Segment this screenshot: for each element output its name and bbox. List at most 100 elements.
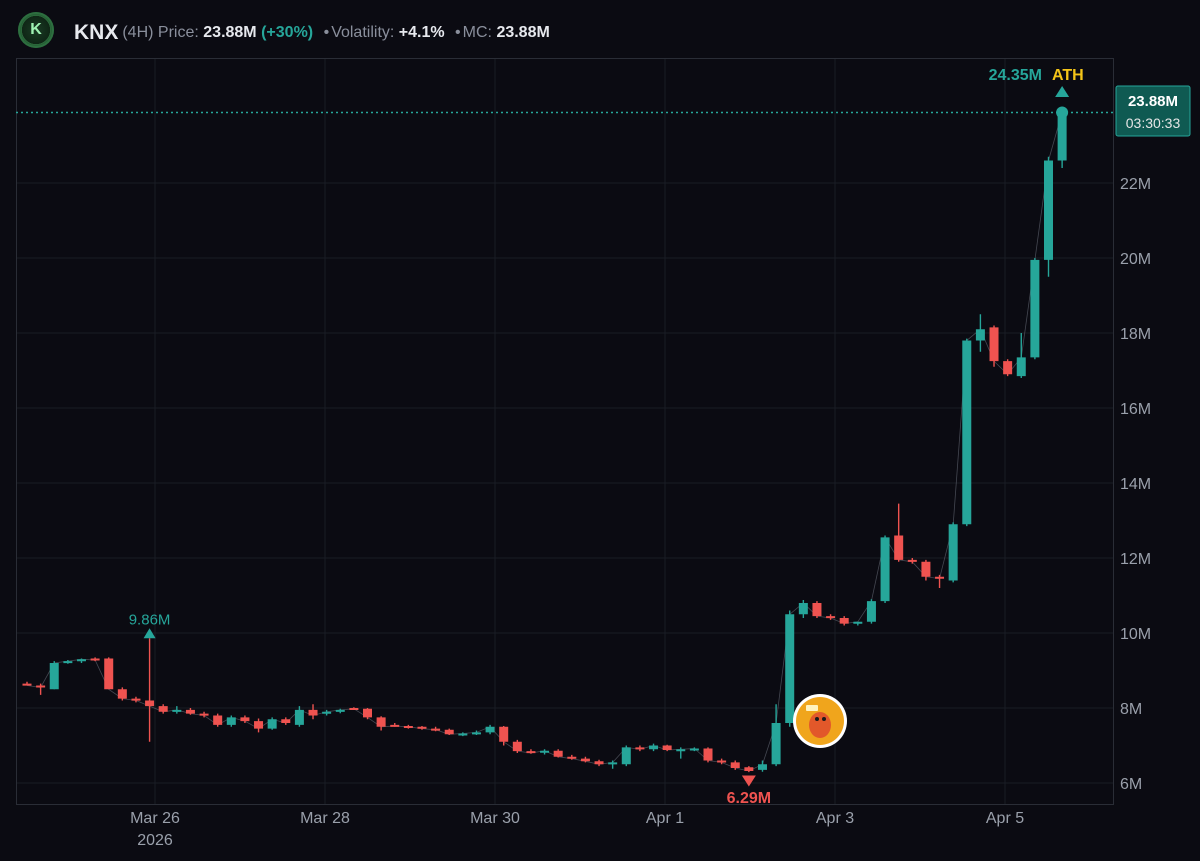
chart-grid: [16, 58, 1113, 804]
candle-body: [281, 719, 291, 723]
candle-body: [240, 717, 250, 722]
candle-body: [308, 709, 318, 716]
price-value: 23.88M: [203, 24, 257, 41]
ath-label: ATH: [1052, 67, 1084, 84]
candle-body: [158, 706, 168, 712]
candle-body: [853, 621, 863, 624]
candle-body: [458, 733, 468, 736]
separator-dot: •: [323, 24, 330, 41]
current-price-badge: [1115, 85, 1191, 137]
candle-body: [49, 663, 59, 690]
candle-body: [1044, 160, 1053, 260]
candle-body: [567, 756, 577, 759]
volatility-label: Volatility:: [331, 24, 395, 41]
candle-body: [431, 728, 441, 731]
candle-body: [989, 327, 999, 362]
ath-value: 24.35M: [989, 67, 1042, 84]
avatar-eye: [822, 717, 826, 721]
your-chart-avatar-icon: [793, 694, 847, 748]
candle-body: [363, 708, 372, 718]
candle-body: [499, 726, 509, 742]
candle-body: [512, 741, 522, 752]
candle-body: [131, 698, 141, 701]
y-tick-label: 16M: [1120, 401, 1151, 418]
candle-body: [744, 767, 754, 771]
x-tick-label: Mar 30: [470, 810, 520, 827]
candle-body: [839, 618, 849, 624]
price-change: (+30%): [261, 24, 314, 41]
y-tick-label: 10M: [1120, 626, 1151, 643]
candle-body: [294, 709, 304, 725]
candle-body: [553, 750, 563, 757]
x-tick-label: Apr 3: [816, 810, 854, 827]
candle-body: [771, 723, 781, 765]
candle-body: [90, 658, 100, 661]
mc-value: 23.88M: [496, 24, 550, 41]
mc-label: MC:: [462, 24, 492, 41]
candle-body: [471, 732, 481, 735]
candle-body: [403, 726, 413, 728]
candle-body: [649, 745, 659, 750]
candle-body: [907, 559, 917, 562]
candle-body: [444, 729, 454, 735]
candle-body: [390, 724, 400, 727]
coin-logo-icon[interactable]: K: [18, 12, 54, 48]
low-label: 6.29M: [727, 790, 771, 807]
candle-body: [621, 747, 631, 765]
candle-body: [322, 711, 332, 714]
interval[interactable]: (4H): [122, 24, 154, 41]
plot-frame: [16, 58, 1114, 805]
x-tick-label: Apr 1: [646, 810, 684, 827]
candle-body: [213, 715, 223, 725]
candle-body: [117, 689, 127, 699]
candle-body: [172, 709, 182, 712]
candle-body: [689, 748, 699, 751]
candle-body: [199, 713, 209, 716]
candle-body: [730, 762, 740, 768]
high-marker-icon: [143, 628, 156, 639]
low-marker-icon: [741, 775, 756, 787]
x-tick-label: Mar 26: [130, 810, 180, 827]
candle-body: [580, 758, 590, 762]
candle-body: [267, 719, 277, 729]
candle-body: [717, 760, 727, 763]
candle-body: [1003, 361, 1013, 375]
x-axis: Mar 26 Mar 28 Mar 30 Apr 1 Apr 3 Apr 5 2026: [130, 810, 1024, 849]
candle-body: [76, 659, 86, 662]
candle-body: [145, 700, 155, 707]
current-price-badge-value: 23.88M: [1128, 93, 1178, 110]
ath-marker-icon: [1055, 86, 1070, 97]
countdown-timer: 03:30:33: [1126, 115, 1181, 131]
candle-body: [349, 708, 359, 710]
symbol[interactable]: KNX: [74, 21, 119, 44]
candle-body: [335, 709, 345, 712]
volatility-value: +4.1%: [398, 24, 445, 41]
avatar-sign: [806, 705, 818, 711]
price-label: Price:: [157, 24, 199, 41]
close-line: [26, 112, 1063, 772]
candle-body: [812, 603, 822, 617]
candle-body: [63, 661, 73, 664]
candle-body: [757, 764, 767, 770]
candle-body: [376, 717, 386, 727]
candle-body: [921, 561, 931, 577]
candle-body: [185, 709, 195, 714]
chart-annotations: 23.88M 03:30:33 24.35M ATH 9.86M 6.29M: [16, 67, 1191, 807]
avatar-figure: [809, 712, 831, 738]
candle-body: [935, 576, 945, 579]
candle-body: [662, 745, 672, 750]
candle-body: [676, 749, 686, 752]
candle-body: [36, 685, 46, 688]
y-axis: 6M 8M 10M 12M 14M 16M 18M 20M 22M: [1120, 176, 1151, 793]
candle-body: [880, 537, 890, 602]
candle-body: [785, 614, 795, 723]
candle-body: [975, 329, 985, 341]
candle-body: [22, 683, 32, 686]
avatar-eye: [815, 717, 819, 721]
high-label: 9.86M: [129, 611, 171, 628]
candle-body: [962, 340, 972, 525]
candle-body: [894, 535, 904, 560]
candle-body: [1016, 357, 1026, 377]
candle-body: [1030, 259, 1040, 358]
